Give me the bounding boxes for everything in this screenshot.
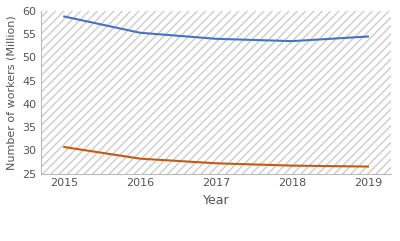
X-axis label: Year: Year bbox=[203, 194, 230, 207]
Y-axis label: Number of workers (Million): Number of workers (Million) bbox=[7, 15, 17, 170]
